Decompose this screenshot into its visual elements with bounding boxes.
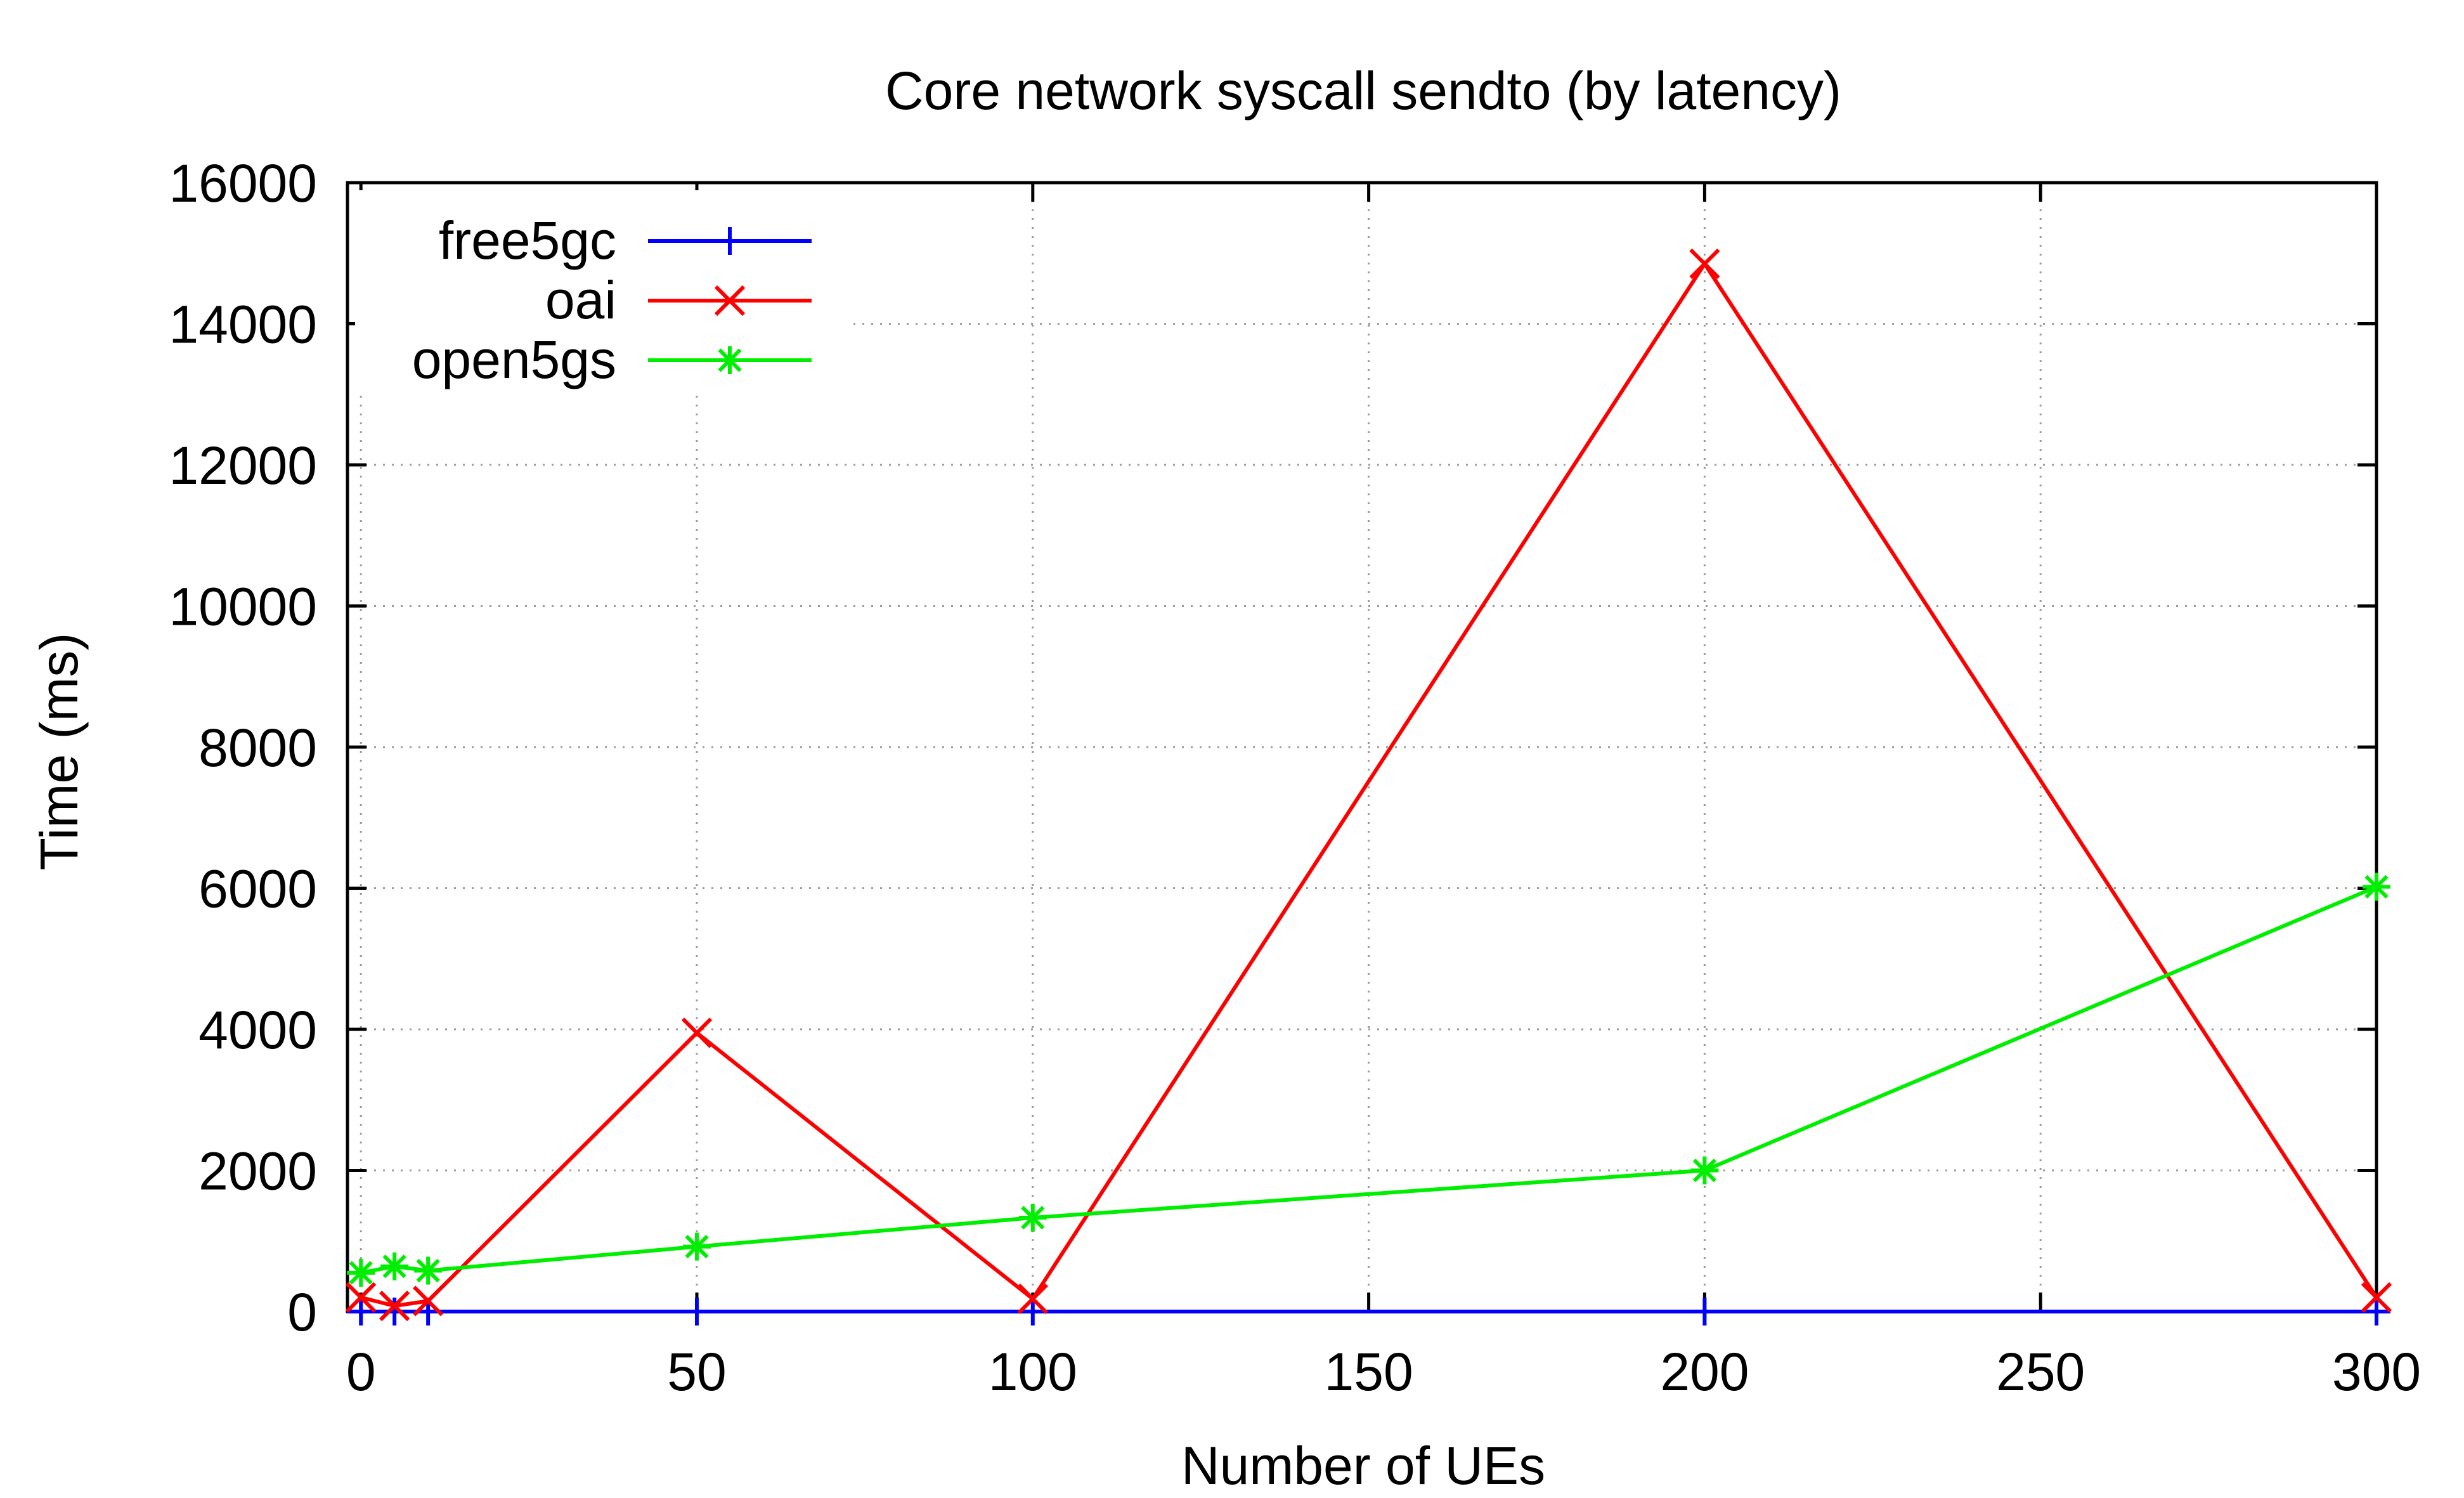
legend-marker-open5gs	[716, 346, 744, 374]
x-tick-label: 250	[1996, 1342, 2085, 1402]
data-point-open5gs	[414, 1256, 443, 1285]
x-tick-label: 100	[989, 1342, 1077, 1402]
data-point-free5gc	[1018, 1298, 1047, 1325]
series-oai	[346, 248, 2392, 1322]
series-open5gs	[347, 873, 2390, 1287]
data-point-open5gs	[380, 1252, 409, 1280]
legend-label-open5gs: open5gs	[412, 330, 616, 389]
data-point-open5gs	[2363, 873, 2390, 901]
data-point-free5gc	[682, 1298, 711, 1325]
axes: 0 50 100 150 200 250 300 0 2000 4000 6000 8000 10000…	[169, 153, 2421, 1402]
y-tick-label: 0	[287, 1282, 317, 1342]
y-tick-label: 12000	[169, 436, 317, 495]
y-tick-label: 10000	[169, 577, 317, 637]
legend-label-free5gc: free5gc	[439, 211, 616, 270]
y-tick-label: 14000	[169, 295, 317, 355]
data-point-open5gs	[1018, 1204, 1047, 1232]
x-tick-label: 300	[2332, 1342, 2421, 1402]
y-tick-label: 8000	[198, 718, 317, 778]
x-axis-label: Number of UEs	[1181, 1436, 1545, 1495]
x-tick-label: 0	[346, 1342, 376, 1402]
series-area	[346, 248, 2392, 1325]
data-point-oai	[379, 1290, 410, 1322]
legend-label-oai: oai	[545, 270, 616, 330]
data-point-oai	[1689, 248, 1720, 280]
data-point-oai	[681, 1017, 713, 1048]
data-point-open5gs	[347, 1258, 375, 1287]
data-point-free5gc	[1690, 1298, 1719, 1325]
y-tick-label: 4000	[198, 1000, 317, 1060]
data-point-oai	[413, 1286, 444, 1317]
data-point-free5gc	[2363, 1298, 2390, 1325]
data-point-open5gs	[1690, 1156, 1719, 1185]
y-tick-label: 16000	[169, 153, 317, 213]
x-tick-label: 200	[1660, 1342, 1749, 1402]
legend-marker-oai	[714, 285, 746, 316]
y-tick-label: 6000	[198, 859, 317, 919]
data-point-open5gs	[682, 1232, 711, 1261]
chart-title: Core network syscall sendto (by latency)	[885, 61, 1841, 120]
y-tick-label: 2000	[198, 1142, 317, 1201]
data-point-free5gc	[347, 1298, 375, 1325]
series-line-oai	[360, 260, 2378, 1308]
data-point-free5gc	[380, 1298, 409, 1325]
y-axis-label: Time (ms)	[29, 633, 89, 871]
legend-marker-free5gc	[716, 227, 744, 255]
data-point-oai	[2361, 1282, 2392, 1313]
data-point-oai	[346, 1282, 377, 1313]
x-tick-label: 50	[667, 1342, 726, 1402]
data-point-oai	[1017, 1283, 1048, 1315]
x-tick-label: 150	[1325, 1342, 1413, 1402]
